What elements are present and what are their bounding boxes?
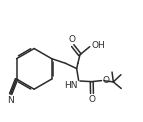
Text: N: N (7, 96, 14, 105)
Text: O: O (102, 76, 109, 85)
Text: OH: OH (91, 41, 105, 50)
Text: O: O (69, 35, 76, 44)
Text: •: • (76, 61, 79, 66)
Text: O: O (89, 95, 96, 104)
Text: HN: HN (64, 81, 78, 90)
